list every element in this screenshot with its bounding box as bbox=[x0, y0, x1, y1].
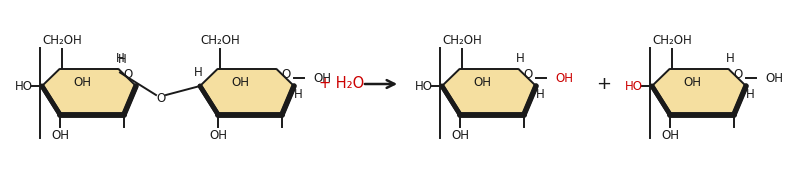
Text: H: H bbox=[194, 66, 202, 79]
Text: OH: OH bbox=[473, 75, 491, 89]
Text: OH: OH bbox=[765, 72, 783, 84]
Text: CH₂OH: CH₂OH bbox=[652, 34, 692, 47]
Text: O: O bbox=[523, 68, 533, 81]
Text: CH₂OH: CH₂OH bbox=[42, 34, 82, 47]
Text: OH: OH bbox=[683, 75, 701, 89]
Text: O: O bbox=[123, 68, 133, 81]
Text: H: H bbox=[118, 53, 126, 66]
Text: OH: OH bbox=[661, 129, 679, 142]
Polygon shape bbox=[200, 68, 294, 114]
Polygon shape bbox=[442, 68, 536, 114]
Text: OH: OH bbox=[231, 75, 249, 89]
Text: OH: OH bbox=[555, 72, 573, 84]
Polygon shape bbox=[652, 68, 746, 114]
Text: O: O bbox=[734, 68, 742, 81]
Text: H: H bbox=[116, 52, 124, 65]
Text: OH: OH bbox=[451, 129, 469, 142]
Text: CH₂OH: CH₂OH bbox=[442, 34, 482, 47]
Text: H: H bbox=[726, 52, 734, 65]
Text: OH: OH bbox=[73, 75, 91, 89]
Polygon shape bbox=[42, 68, 136, 114]
Text: O: O bbox=[156, 91, 166, 105]
Text: OH: OH bbox=[51, 129, 69, 142]
Text: HO: HO bbox=[15, 79, 33, 93]
Text: H: H bbox=[746, 88, 754, 100]
Text: CH₂OH: CH₂OH bbox=[200, 34, 240, 47]
Text: + H₂O: + H₂O bbox=[319, 77, 365, 91]
Text: H: H bbox=[294, 88, 302, 100]
Text: HO: HO bbox=[625, 79, 643, 93]
Text: H: H bbox=[516, 52, 524, 65]
Text: HO: HO bbox=[415, 79, 433, 93]
Text: H: H bbox=[536, 88, 544, 100]
Text: +: + bbox=[597, 75, 611, 93]
Text: OH: OH bbox=[313, 72, 331, 84]
Text: O: O bbox=[282, 68, 290, 81]
Text: OH: OH bbox=[209, 129, 227, 142]
